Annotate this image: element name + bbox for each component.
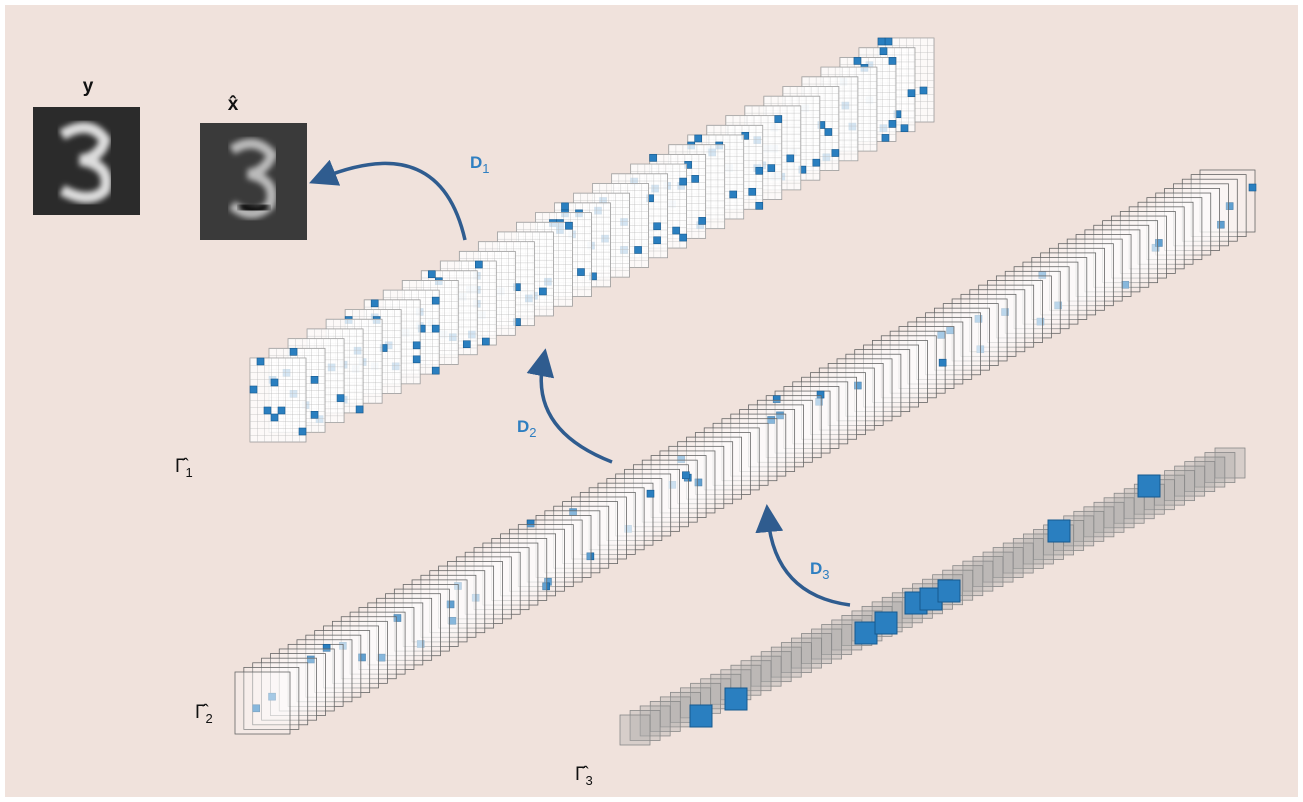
image-y (33, 107, 140, 215)
subscript: 1 (185, 465, 192, 480)
active-coefficient (690, 705, 712, 727)
sheet (235, 672, 290, 734)
active-coefficient (271, 379, 278, 386)
active-coefficient (337, 395, 344, 402)
active-coefficient (680, 178, 687, 185)
symbol: D (470, 153, 482, 172)
active-coefficient (539, 288, 546, 295)
subscript: 1 (482, 161, 489, 176)
active-coefficient (1249, 184, 1256, 191)
active-coefficient (432, 367, 439, 374)
active-coefficient (695, 135, 702, 142)
active-coefficient (250, 386, 257, 393)
image-label: x̂ (228, 94, 239, 115)
active-coefficient (413, 356, 420, 363)
active-coefficient (749, 188, 756, 195)
active-coefficient (775, 116, 782, 123)
active-coefficient (482, 338, 489, 345)
active-coefficient (854, 57, 861, 64)
active-coefficient (680, 234, 687, 241)
active-coefficient (278, 407, 285, 414)
active-coefficient (832, 149, 839, 156)
background (5, 5, 1298, 797)
active-coefficient (878, 38, 885, 45)
sheet-face (620, 715, 650, 745)
symbol: D (810, 559, 822, 578)
active-coefficient (432, 297, 439, 304)
active-coefficient (901, 125, 908, 132)
active-coefficient (938, 580, 960, 602)
active-coefficient (463, 341, 470, 348)
active-coefficient (257, 358, 264, 365)
subscript: 2 (529, 425, 536, 440)
active-coefficient (939, 359, 946, 366)
active-coefficient (577, 269, 584, 276)
active-coefficient (825, 128, 832, 135)
active-coefficient (432, 325, 439, 332)
active-coefficient (920, 87, 927, 94)
active-coefficient (682, 472, 689, 479)
active-coefficient (475, 261, 482, 268)
subscript: 2 (205, 711, 212, 726)
active-coefficient (650, 154, 657, 161)
subscript: 3 (585, 773, 592, 788)
active-coefficient (699, 217, 706, 224)
active-coefficient (635, 246, 642, 253)
sheet-grid (250, 358, 306, 442)
active-coefficient (889, 120, 896, 127)
active-coefficient (647, 490, 654, 497)
active-coefficient (371, 300, 378, 307)
image-x-hat (200, 123, 307, 240)
page: {"images": [{"label": "y"}, {"label": "x… (0, 0, 1303, 802)
active-coefficient (882, 134, 889, 141)
figure: y x̂ D1 D2 D3 Γ̂1 Γ̂2 Γ̂3 (0, 0, 1303, 802)
sheet (250, 358, 306, 442)
active-coefficient (356, 406, 363, 413)
active-coefficient (654, 237, 661, 244)
active-coefficient (1048, 520, 1070, 542)
active-coefficient (428, 271, 435, 278)
active-coefficient (654, 223, 661, 230)
active-coefficient (565, 222, 572, 229)
symbol: D (517, 417, 529, 436)
active-coefficient (880, 48, 887, 55)
active-coefficient (725, 688, 747, 710)
active-coefficient (290, 348, 297, 355)
active-coefficient (673, 227, 680, 234)
active-coefficient (730, 191, 737, 198)
active-coefficient (413, 342, 420, 349)
sheet-face (235, 672, 290, 734)
active-coefficient (768, 165, 775, 172)
active-coefficient (756, 202, 763, 209)
body: y x̂ D1 D2 D3 Γ̂1 Γ̂2 Γ̂3 (() => { const… (0, 0, 1303, 802)
active-coefficient (875, 612, 897, 634)
subscript: 3 (822, 567, 829, 582)
active-coefficient (1138, 475, 1160, 497)
active-coefficient (271, 414, 278, 421)
active-coefficient (889, 57, 896, 64)
active-coefficient (813, 159, 820, 166)
active-coefficient (756, 167, 763, 174)
active-coefficient (787, 155, 794, 162)
active-coefficient (299, 428, 306, 435)
active-coefficient (311, 411, 318, 418)
active-coefficient (692, 175, 699, 182)
active-coefficient (885, 38, 892, 45)
active-coefficient (908, 90, 915, 97)
active-coefficient (561, 203, 568, 210)
active-coefficient (311, 376, 318, 383)
sheet (620, 715, 650, 745)
active-coefficient (855, 622, 877, 644)
image-label: y (83, 76, 94, 97)
active-coefficient (264, 407, 271, 414)
